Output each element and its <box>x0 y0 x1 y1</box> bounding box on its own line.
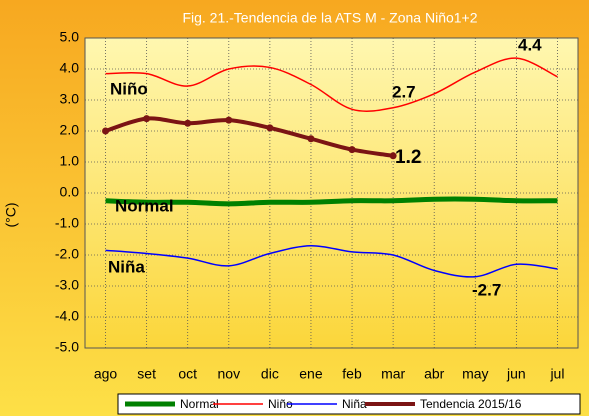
series-line <box>105 244 558 278</box>
x-tick-label: feb <box>342 366 362 382</box>
data-point <box>184 119 192 127</box>
x-tick-label: abr <box>424 366 445 382</box>
y-tick-label: -1.0 <box>55 215 79 231</box>
y-axis-label: (°C) <box>3 202 19 227</box>
x-tick-label: dic <box>261 366 279 382</box>
x-tick-label: jul <box>549 366 564 382</box>
x-tick-label: oct <box>178 366 197 382</box>
x-tick-label: ago <box>94 366 118 382</box>
y-tick-label: 4.0 <box>60 60 80 76</box>
y-tick-label: 1.0 <box>60 153 80 169</box>
annotation: Niña <box>108 257 145 276</box>
plot-border <box>84 37 579 349</box>
x-tick-label: nov <box>218 366 241 382</box>
x-tick-label: may <box>462 366 488 382</box>
legend-box <box>117 393 581 415</box>
annotation: 4.4 <box>518 35 542 54</box>
y-tick-label: -4.0 <box>55 308 79 324</box>
y-tick-label: -3.0 <box>55 277 79 293</box>
data-point <box>266 124 274 132</box>
annotation: Niño <box>110 79 148 98</box>
legend-label: Niña <box>342 397 367 411</box>
x-tick-label: ene <box>299 366 323 382</box>
data-point <box>102 127 110 135</box>
annotation: 1.2 <box>395 147 421 168</box>
annotation: 2.7 <box>392 82 416 101</box>
series-line <box>105 196 558 207</box>
y-tick-label: 0.0 <box>60 184 80 200</box>
y-tick-label: 3.0 <box>60 91 80 107</box>
y-tick-label: -5.0 <box>55 339 79 355</box>
x-tick-label: mar <box>381 366 405 382</box>
annotation: Normal <box>115 196 174 215</box>
legend-label: Tendencia 2015/16 <box>420 397 522 411</box>
annotation: -2.7 <box>472 280 501 299</box>
x-tick-label: set <box>137 366 156 382</box>
y-tick-label: 5.0 <box>60 29 80 45</box>
data-point <box>225 116 233 124</box>
y-tick-label: -2.0 <box>55 246 79 262</box>
x-tick-label: jun <box>506 366 526 382</box>
data-point <box>348 146 356 154</box>
chart-title: Fig. 21.-Tendencia de la ATS M - Zona Ni… <box>182 10 477 26</box>
data-point <box>389 152 397 160</box>
y-tick-label: 2.0 <box>60 122 80 138</box>
data-point <box>143 115 151 123</box>
legend-label: Niño <box>268 397 293 411</box>
legend-label: Normal <box>180 397 219 411</box>
data-point <box>307 135 315 143</box>
series-line <box>105 57 558 112</box>
